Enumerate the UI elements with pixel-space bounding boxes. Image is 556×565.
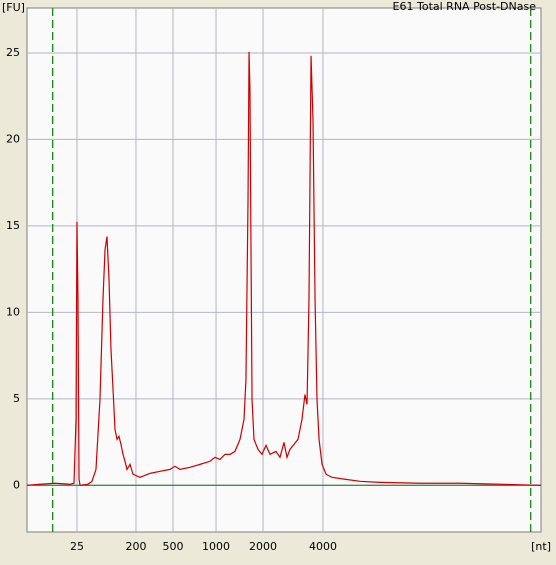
y-tick-label: 20 [6,132,20,145]
x-tick-label: 200 [125,540,146,553]
y-tick-label: 15 [6,219,20,232]
chart-title: E61 Total RNA Post-DNase [393,0,537,13]
y-axis-label: [FU] [2,1,25,14]
x-tick-label: 1000 [202,540,230,553]
y-tick-label: 10 [6,305,20,318]
x-tick-label: 25 [70,540,84,553]
x-tick-label: 500 [162,540,183,553]
x-tick-label: 2000 [249,540,277,553]
y-tick-label: 25 [6,46,20,59]
y-tick-label: 0 [13,478,20,491]
x-tick-label: 4000 [309,540,337,553]
y-tick-label: 5 [13,392,20,405]
trace-line [26,51,542,486]
x-axis-label: [nt] [531,540,551,553]
